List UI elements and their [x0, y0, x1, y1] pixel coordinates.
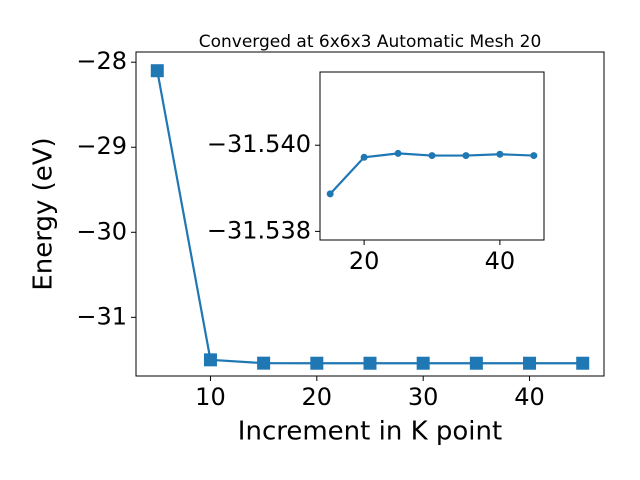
- marker: [462, 152, 470, 160]
- marker: [530, 152, 538, 160]
- marker: [469, 356, 483, 370]
- marker: [576, 356, 590, 370]
- x-tick-label: 40: [514, 383, 545, 411]
- y-tick-label: −29: [76, 132, 127, 160]
- marker: [523, 356, 537, 370]
- marker: [203, 353, 217, 367]
- y-tick-label: −31.540: [207, 130, 311, 158]
- marker: [394, 149, 402, 157]
- marker: [326, 190, 334, 198]
- marker: [428, 152, 436, 160]
- x-axis-label: Increment in K point: [238, 417, 502, 447]
- marker: [310, 356, 324, 370]
- y-tick-label: −31.538: [207, 216, 311, 244]
- y-tick-label: −31: [76, 302, 127, 330]
- marker: [496, 150, 504, 158]
- x-tick-label: 10: [195, 383, 226, 411]
- marker: [416, 356, 430, 370]
- marker: [150, 64, 164, 78]
- x-tick-label: 30: [408, 383, 439, 411]
- y-tick-label: −30: [76, 217, 127, 245]
- chart-title: Converged at 6x6x3 Automatic Mesh 20: [199, 32, 542, 52]
- y-tick-label: −28: [76, 47, 127, 75]
- x-tick-label: 20: [349, 247, 380, 275]
- marker: [257, 356, 271, 370]
- x-tick-label: 20: [302, 383, 333, 411]
- marker: [360, 153, 368, 161]
- y-axis-label: Energy (eV): [29, 137, 59, 290]
- x-tick-label: 40: [485, 247, 516, 275]
- marker: [363, 356, 377, 370]
